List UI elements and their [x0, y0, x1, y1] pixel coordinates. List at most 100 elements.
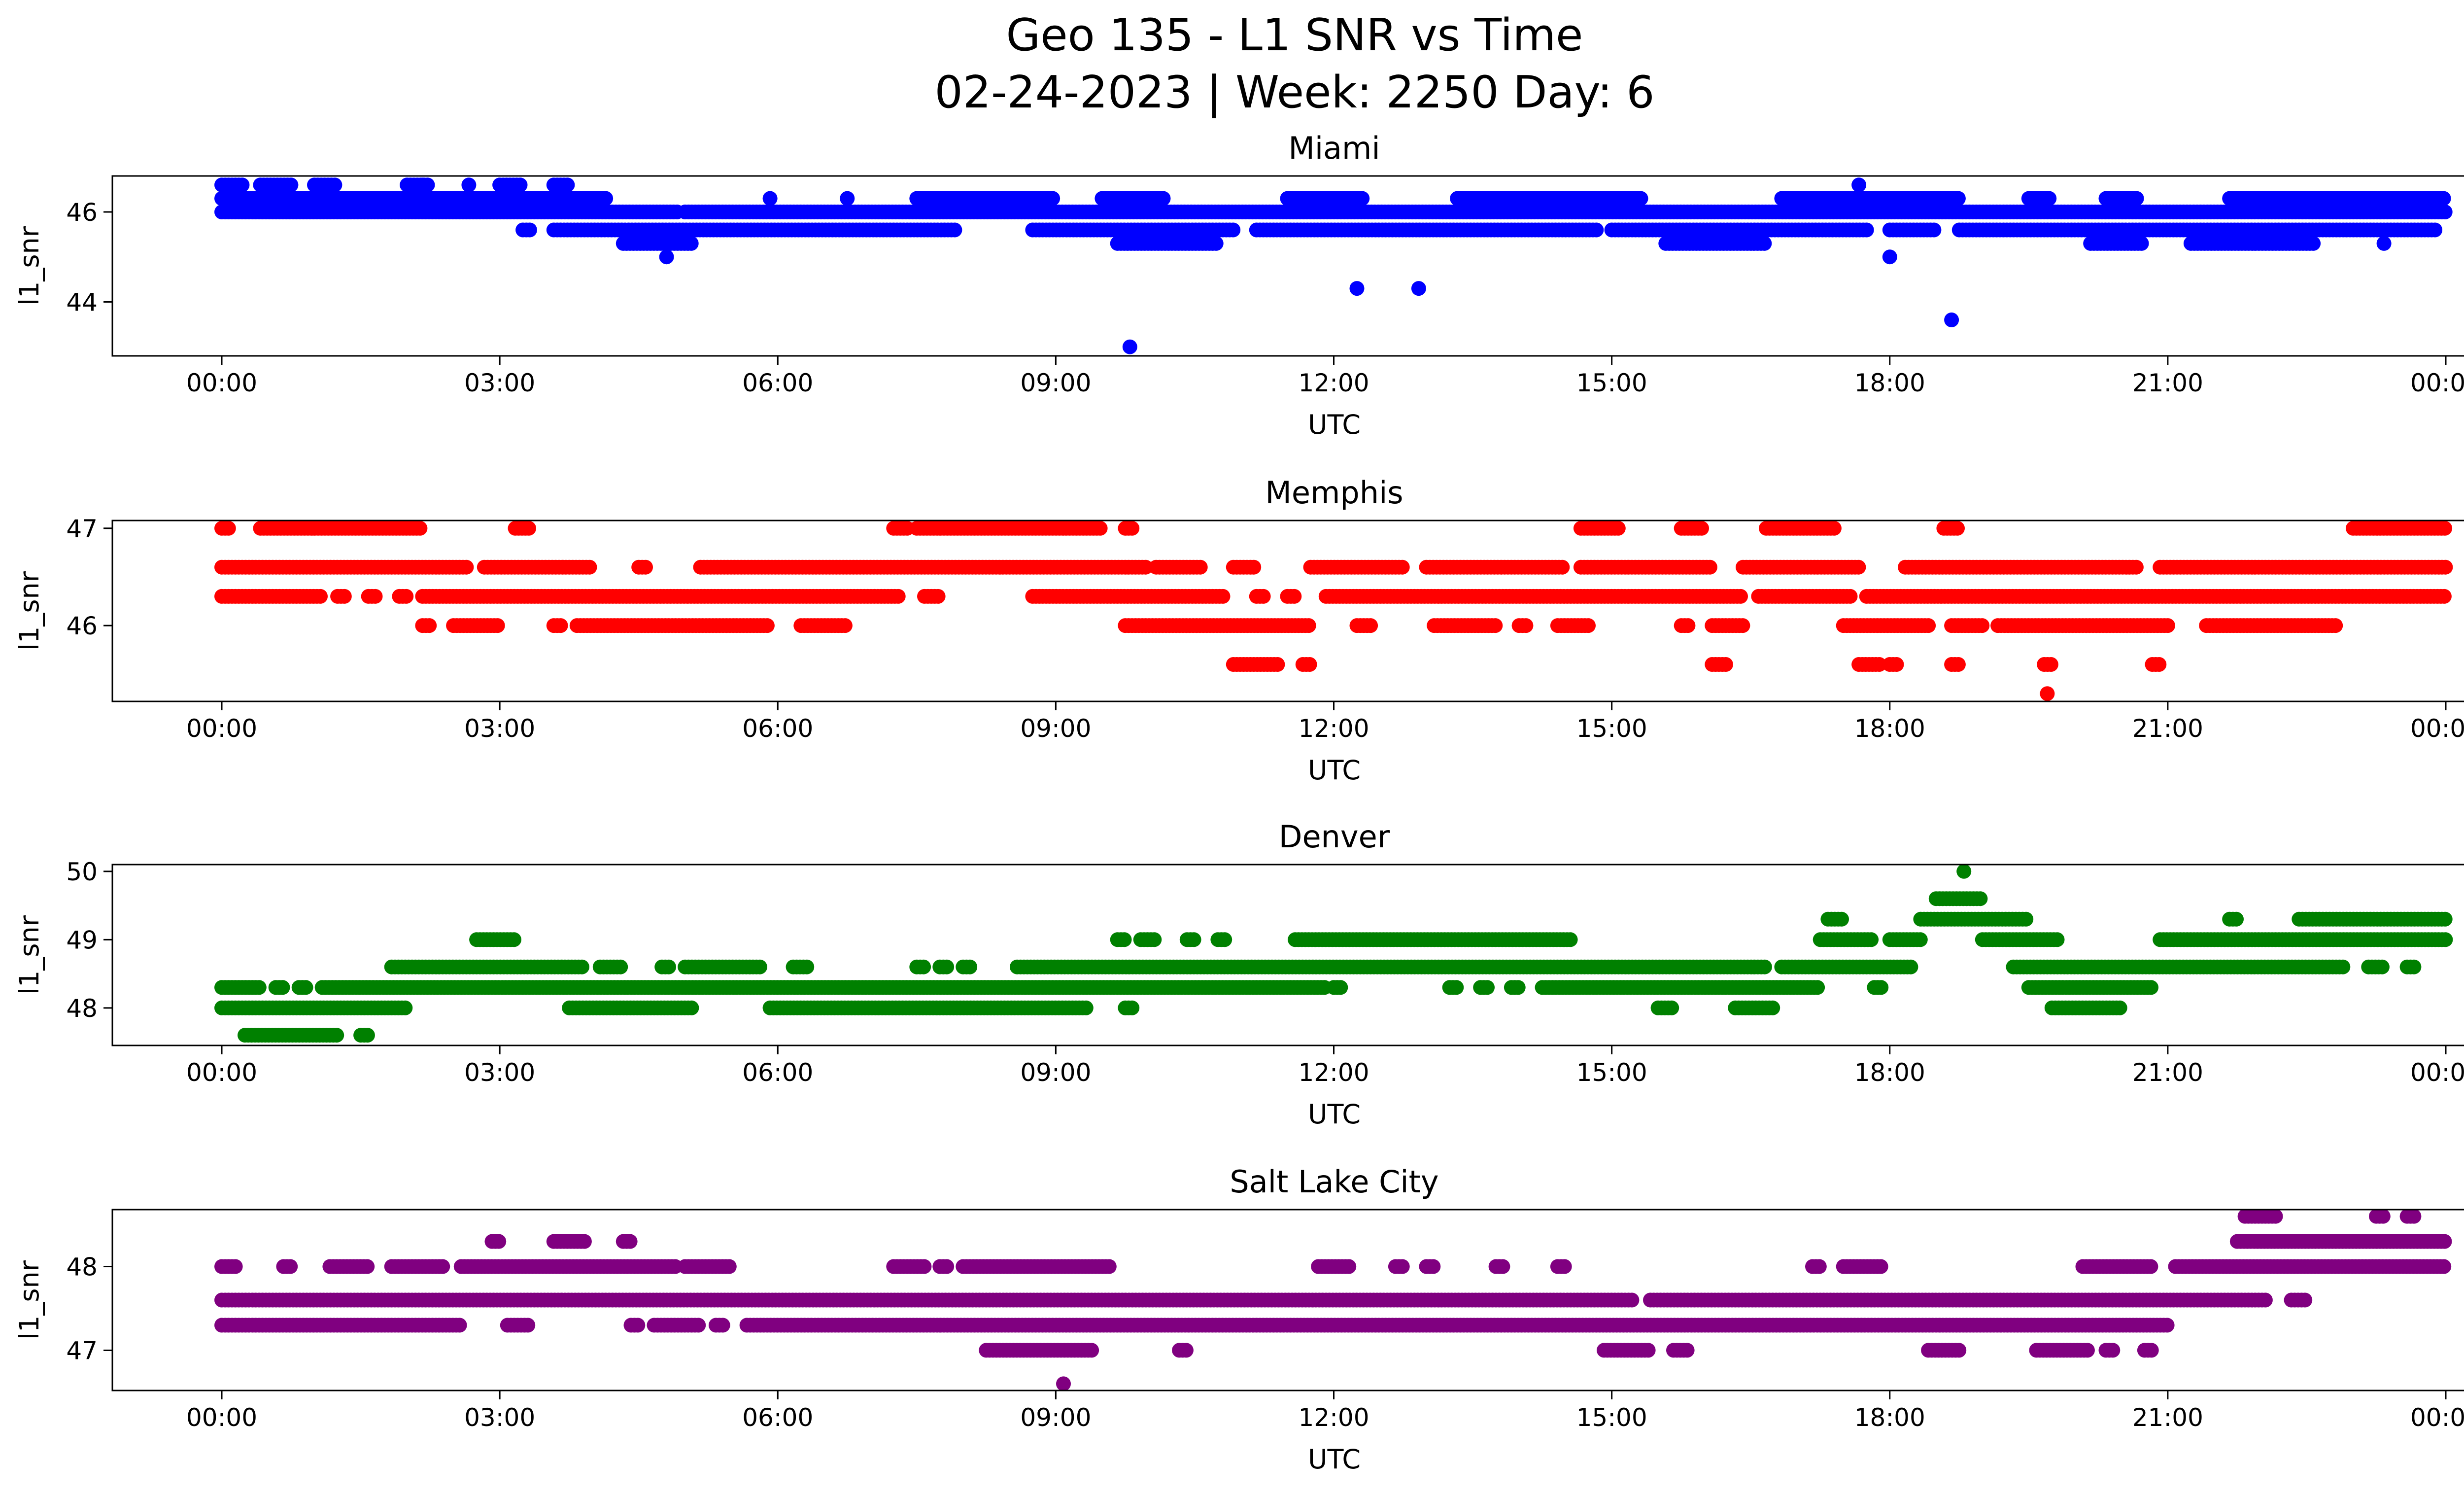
data-point [1765, 1000, 1780, 1015]
data-point [1951, 191, 1966, 206]
data-point [368, 589, 383, 604]
data-point [1944, 313, 1959, 327]
data-point [1633, 191, 1648, 206]
x-axis-label: UTC [1308, 755, 1361, 786]
data-point [1664, 1000, 1679, 1015]
data-point [1973, 891, 1988, 906]
x-tick-label: 18:00 [1854, 369, 1925, 397]
x-axis-label: UTC [1308, 409, 1361, 440]
data-point [553, 618, 568, 633]
data-point [1122, 339, 1137, 354]
data-point [1302, 657, 1317, 672]
data-point [1851, 559, 1866, 575]
x-tick-label: 00:00 [2410, 369, 2464, 397]
data-point [1518, 618, 1534, 633]
subplot-title: Denver [1279, 819, 1390, 855]
data-point [762, 191, 778, 206]
x-tick-label: 12:00 [1298, 369, 1369, 397]
data-point [2406, 959, 2422, 974]
data-point [1882, 249, 1897, 265]
data-point [638, 559, 653, 575]
data-point [399, 589, 414, 604]
data-point [1975, 618, 1990, 633]
data-point [1757, 959, 1772, 974]
data-point [840, 191, 855, 206]
y-tick-label: 47 [66, 515, 98, 543]
data-point [1395, 559, 1410, 575]
data-point [2229, 911, 2244, 927]
scatter-markers [214, 865, 2453, 1043]
data-point [2438, 559, 2453, 575]
data-point [1156, 191, 1171, 206]
data-point [890, 589, 906, 604]
data-point [1355, 191, 1370, 206]
data-point [1694, 521, 1709, 536]
data-point [1826, 521, 1842, 536]
data-point [1889, 657, 1904, 672]
data-point [759, 618, 775, 633]
scatter-markers [214, 177, 2453, 354]
data-point [2428, 222, 2443, 238]
data-point [1270, 657, 1285, 672]
data-point [1045, 191, 1061, 206]
data-point [1449, 980, 1464, 995]
data-point [459, 559, 474, 575]
data-point [1256, 589, 1271, 604]
data-point [1864, 932, 1879, 947]
data-point [1186, 932, 1201, 947]
data-point [1851, 177, 1867, 193]
data-point [283, 177, 299, 193]
data-point [2129, 191, 2144, 206]
data-point [1287, 589, 1302, 604]
data-point [2160, 618, 2175, 633]
data-point [1138, 559, 1153, 575]
data-point [1078, 1000, 1094, 1015]
data-point [337, 589, 352, 604]
data-point [235, 177, 250, 193]
data-point [1246, 559, 1262, 575]
data-point [1349, 281, 1365, 296]
x-tick-label: 15:00 [1576, 714, 1647, 743]
data-point [1733, 589, 1748, 604]
y-tick-label: 44 [66, 288, 98, 317]
y-tick-label: 46 [66, 612, 98, 640]
data-point [574, 959, 589, 974]
data-point [2374, 959, 2390, 974]
data-point [1680, 618, 1696, 633]
data-point [2134, 236, 2149, 251]
data-point [613, 959, 628, 974]
x-tick-label: 15:00 [1576, 369, 1647, 397]
x-tick-label: 21:00 [2132, 714, 2203, 743]
data-point [1510, 980, 1526, 995]
data-point [1208, 236, 1224, 251]
data-point [513, 177, 528, 193]
data-point [2437, 205, 2453, 219]
data-point [1563, 932, 1578, 947]
data-point [327, 177, 342, 193]
x-tick-label: 03:00 [464, 714, 535, 743]
x-tick-label: 00:00 [186, 714, 257, 743]
data-point [1872, 657, 1887, 672]
data-point [582, 559, 597, 575]
subplot-title: Miami [1288, 130, 1380, 166]
x-tick-label: 12:00 [1298, 714, 1369, 743]
data-point [1874, 980, 1889, 995]
data-point [1125, 1000, 1140, 1015]
y-tick-label: 46 [66, 198, 98, 227]
data-point [2437, 911, 2453, 927]
data-point [799, 959, 815, 974]
data-point [275, 980, 290, 995]
data-point [298, 980, 313, 995]
data-point [661, 959, 676, 974]
data-point [916, 959, 931, 974]
figure-title-line2: 02-24-2023 | Week: 2250 Day: 6 [934, 67, 1654, 118]
data-point [1951, 657, 1966, 672]
data-point [1921, 618, 1936, 633]
data-point [2152, 657, 2167, 672]
data-point [1093, 521, 1108, 536]
data-point [2438, 932, 2453, 947]
